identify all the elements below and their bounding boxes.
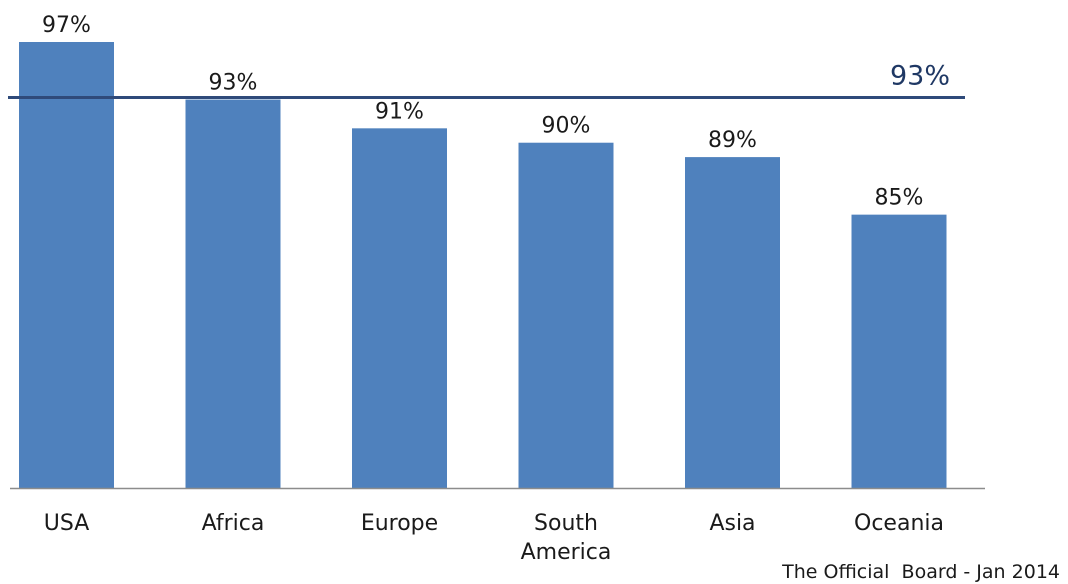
category-label-usa: USA [44,511,90,536]
reference-line-label: 93% [890,61,950,92]
category-labels-group: USA Africa Europe South America Asia Oceania [44,511,944,565]
category-label-south-america: South America [521,511,612,565]
bar-africa [185,99,281,488]
source-note: The Official Board - Jan 2014 [782,561,1060,583]
value-label-oceania: 85% [875,186,924,211]
value-label-europe: 91% [375,99,424,124]
category-label-africa: Africa [202,511,265,536]
bar-oceania [851,214,947,489]
category-label-asia: Asia [709,511,755,536]
value-label-asia: 89% [708,128,757,153]
value-label-usa: 97% [42,13,91,38]
bar-asia [685,157,780,488]
bar-south-america [518,142,614,489]
category-label-europe: Europe [361,511,438,536]
category-label-oceania: Oceania [854,511,944,536]
value-label-south-america: 90% [542,114,591,139]
value-label-africa: 93% [209,71,258,96]
value-labels-group: 97% 93% 91% 90% 89% 85% [42,13,923,211]
bar-usa [19,42,114,488]
bars-group [19,42,947,489]
bar-europe [352,128,447,489]
